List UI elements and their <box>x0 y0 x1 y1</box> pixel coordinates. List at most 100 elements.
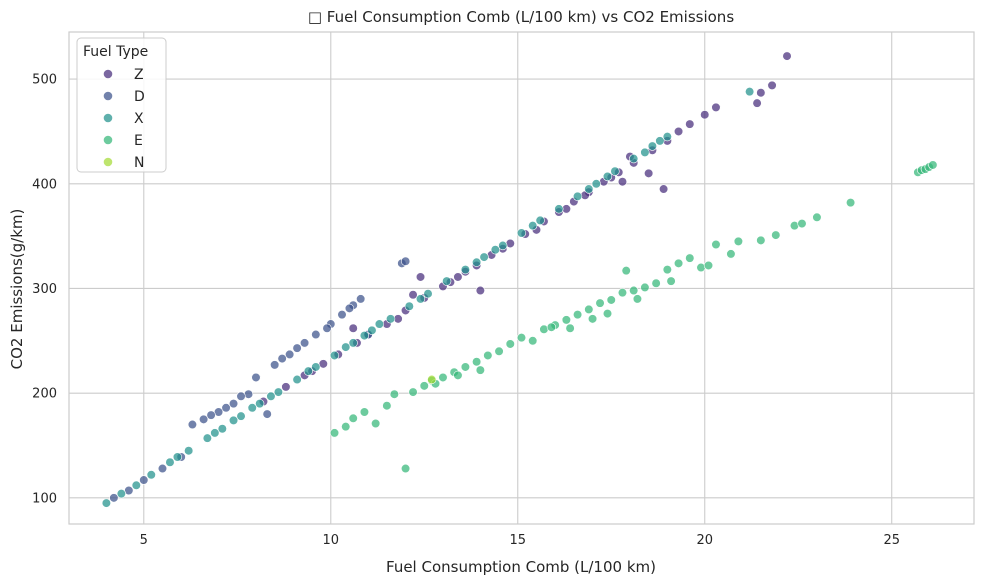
data-point-x <box>490 245 500 255</box>
data-point-x <box>217 424 227 434</box>
data-point-e <box>329 428 340 438</box>
data-point-e <box>756 235 766 245</box>
x-tick-label: 10 <box>323 533 340 548</box>
chart-title: □ Fuel Consumption Comb (L/100 km) vs CO… <box>308 8 734 26</box>
data-point-e <box>640 282 650 293</box>
data-point-x <box>591 179 601 189</box>
data-point-z <box>475 285 485 296</box>
data-point-e <box>651 278 661 288</box>
legend-label-z: Z <box>134 67 144 83</box>
data-point-d <box>285 349 295 360</box>
data-point-z <box>782 51 792 61</box>
data-point-x <box>610 166 620 176</box>
data-point-x <box>172 452 183 462</box>
data-point-d <box>251 372 261 383</box>
data-point-e <box>928 160 938 170</box>
data-point-d <box>221 403 231 413</box>
data-point-d <box>277 354 287 364</box>
legend-marker-d <box>103 91 113 101</box>
data-point-x <box>535 215 545 226</box>
data-point-d <box>262 409 272 419</box>
data-point-e <box>408 387 418 397</box>
data-point-e <box>845 198 856 208</box>
data-point-e <box>483 350 493 361</box>
data-point-z <box>700 110 710 120</box>
x-tick-labels: 5 10 15 20 25 <box>140 533 900 548</box>
legend-marker-x <box>103 113 113 123</box>
data-point-e <box>602 308 613 319</box>
data-point-z <box>617 177 628 187</box>
data-point-e <box>389 389 399 399</box>
data-point-d <box>206 410 216 420</box>
data-point-x <box>423 289 433 299</box>
data-point-d <box>344 303 355 313</box>
data-point-x <box>184 446 194 456</box>
data-point-x <box>146 470 156 480</box>
data-point-e <box>419 381 429 391</box>
x-tick-label: 25 <box>883 533 900 548</box>
data-point-e <box>453 370 463 380</box>
data-point-e <box>528 336 538 346</box>
legend-marker-e <box>103 135 113 145</box>
data-point-x <box>367 325 377 335</box>
data-point-z <box>767 80 777 90</box>
data-point-x <box>374 319 384 329</box>
data-point-e <box>348 413 358 423</box>
data-point-d <box>199 414 209 424</box>
data-point-x <box>329 350 340 361</box>
data-point-e <box>703 260 714 271</box>
data-point-x <box>516 228 527 238</box>
data-point-x <box>554 204 564 214</box>
data-point-x <box>479 252 489 262</box>
data-point-z <box>415 272 426 282</box>
data-point-e <box>438 372 448 383</box>
data-point-d <box>356 294 366 304</box>
data-point-x <box>341 342 351 352</box>
data-point-e <box>572 310 583 320</box>
data-point-x <box>572 191 583 201</box>
data-point-x <box>228 415 239 425</box>
data-point-x <box>292 374 302 385</box>
data-point-x <box>647 141 657 151</box>
data-point-e <box>472 357 482 367</box>
data-point-x <box>359 330 370 341</box>
y-tick-label: 500 <box>32 73 57 88</box>
data-point-e <box>621 266 631 276</box>
data-point-z <box>752 98 762 108</box>
data-point-e <box>711 239 721 250</box>
data-point-e <box>341 422 351 432</box>
legend-label-d: D <box>134 89 145 105</box>
y-tick-label: 200 <box>32 387 57 402</box>
data-point-x <box>442 276 452 286</box>
data-point-z <box>281 382 291 392</box>
data-point-x <box>498 240 508 251</box>
data-point-e <box>382 401 392 411</box>
data-point-e <box>797 218 807 229</box>
data-point-e <box>595 298 605 308</box>
y-axis-label: CO2 Emissions(g/km) <box>8 209 26 370</box>
legend-label-e: E <box>134 133 143 149</box>
data-point-e <box>400 463 411 474</box>
data-point-z <box>685 119 695 129</box>
data-point-x <box>472 257 482 267</box>
data-point-x <box>460 265 471 275</box>
legend-marker-n <box>103 157 113 167</box>
data-point-d <box>311 329 321 340</box>
data-point-x <box>640 147 650 157</box>
legend-title: Fuel Type <box>83 44 148 60</box>
data-point-e <box>666 276 676 286</box>
data-point-x <box>404 301 414 311</box>
data-point-e <box>546 322 557 332</box>
data-point-d <box>400 256 411 266</box>
x-tick-label: 5 <box>140 533 148 548</box>
data-point-x <box>165 457 175 467</box>
data-point-e <box>812 212 822 222</box>
data-point-x <box>266 391 276 401</box>
data-point-e <box>584 304 594 315</box>
data-point-x <box>236 411 246 421</box>
data-point-e <box>617 288 628 298</box>
data-point-x <box>745 87 755 97</box>
data-point-e <box>505 339 515 349</box>
data-point-e <box>494 346 504 356</box>
